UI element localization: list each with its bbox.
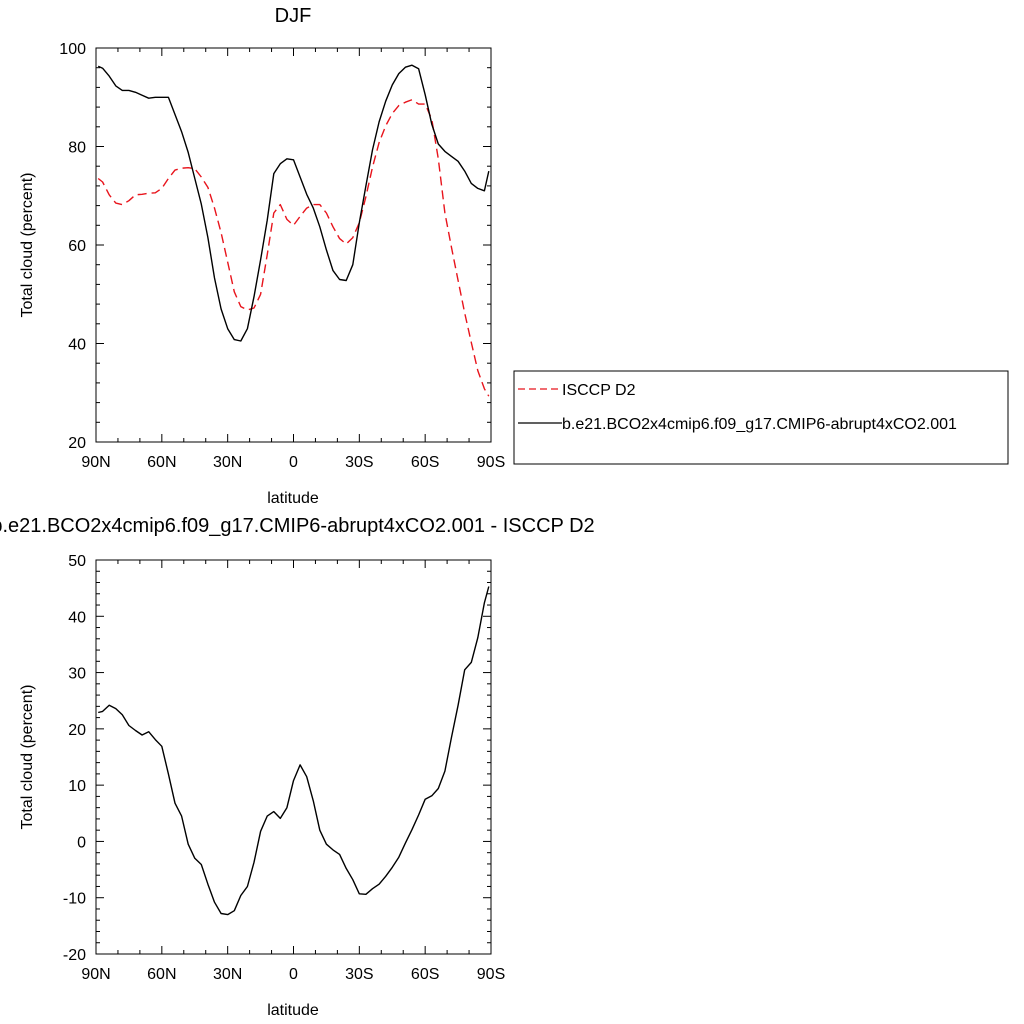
bottom-y-tick-label: -20 (63, 947, 86, 964)
top-y-tick-label: 80 (68, 140, 86, 157)
bottom-x-tick-label: 30S (345, 966, 373, 983)
bottom-y-tick-label: 40 (68, 609, 86, 626)
legend-label-model: b.e21.BCO2x4cmip6.f09_g17.CMIP6-abrupt4x… (562, 416, 957, 433)
top-x-tick-label: 30N (213, 454, 242, 471)
bottom-x-tick-label: 30N (213, 966, 242, 983)
bottom-y-ticks: -20 -10 0 10 20 30 40 50 (63, 553, 491, 964)
top-x-tick-label: 30S (345, 454, 373, 471)
top-x-tick-label: 0 (289, 454, 298, 471)
top-panel: DJF 90N 60N 30N 0 30S 60S 90S 20 40 60 80 100 lati… (19, 5, 1009, 507)
top-y-tick-label: 100 (59, 41, 86, 58)
bottom-x-tick-label: 90N (81, 966, 110, 983)
top-y-axis-label: Total cloud (percent) (19, 173, 36, 318)
bottom-x-tick-label: 60S (411, 966, 439, 983)
top-x-axis-label: latitude (267, 490, 319, 507)
bottom-y-tick-label: -10 (63, 891, 86, 908)
top-x-tick-label: 90N (81, 454, 110, 471)
top-x-tick-label: 60N (147, 454, 176, 471)
top-x-tick-label: 60S (411, 454, 439, 471)
bottom-chart-title: b.e21.BCO2x4cmip6.f09_g17.CMIP6-abrupt4x… (0, 515, 595, 537)
top-x-ticks: 90N 60N 30N 0 30S 60S 90S (81, 48, 505, 471)
bottom-plot-area (98, 586, 490, 916)
bottom-x-axis-label: latitude (267, 1002, 319, 1019)
bottom-x-tick-label: 90S (477, 966, 505, 983)
top-y-tick-label: 20 (68, 435, 86, 452)
bottom-y-tick-label: 0 (77, 834, 86, 851)
bottom-y-tick-label: 10 (68, 778, 86, 795)
bottom-y-tick-label: 50 (68, 553, 86, 570)
top-y-tick-label: 60 (68, 238, 86, 255)
bottom-series-line-0 (98, 586, 490, 916)
top-series-line-1 (97, 64, 490, 342)
bottom-panel: b.e21.BCO2x4cmip6.f09_g17.CMIP6-abrupt4x… (0, 515, 595, 1019)
top-chart-title: DJF (275, 5, 312, 27)
top-plot-area (97, 64, 490, 397)
bottom-x-ticks: 90N 60N 30N 0 30S 60S 90S (81, 560, 505, 983)
legend-label-isccp: ISCCP D2 (562, 382, 636, 399)
bottom-y-tick-label: 30 (68, 666, 86, 683)
legend: ISCCP D2 b.e21.BCO2x4cmip6.f09_g17.CMIP6… (513, 370, 1009, 465)
top-y-tick-label: 40 (68, 337, 86, 354)
bottom-x-tick-label: 60N (147, 966, 176, 983)
top-x-tick-label: 90S (477, 454, 505, 471)
legend-box (513, 370, 1009, 465)
bottom-plot-frame (95, 559, 492, 955)
top-series-line-0 (97, 98, 490, 397)
bottom-x-tick-label: 0 (289, 966, 298, 983)
bottom-y-axis-label: Total cloud (percent) (19, 685, 36, 830)
bottom-y-tick-label: 20 (68, 722, 86, 739)
top-plot-frame (95, 47, 492, 443)
top-y-ticks: 20 40 60 80 100 (59, 41, 491, 452)
